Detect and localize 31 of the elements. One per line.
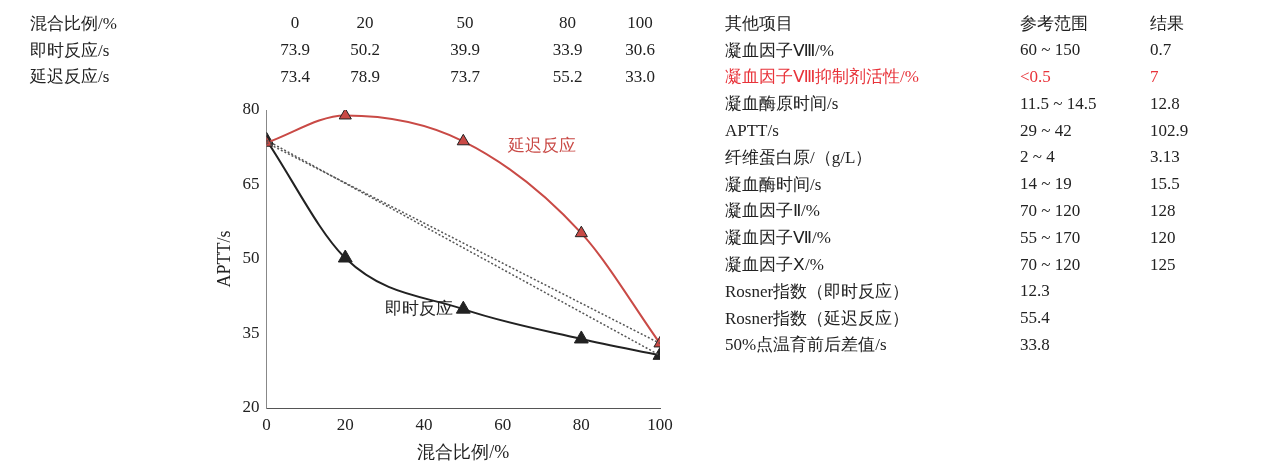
y-tick-label: 35 [242, 322, 260, 342]
x-tick-label: 20 [336, 414, 354, 434]
x-tick-label: 60 [494, 414, 512, 434]
text: APTT/s 29 ~ 42 102.9 [725, 120, 1189, 140]
text: 50%点温育前后差值/s 33.8 [725, 334, 1050, 355]
x-tick-label: 0 [262, 414, 271, 434]
text: 凝血酶原时间/s 11.5 ~ 14.5 12.8 [725, 93, 1180, 114]
y-tick-label: 20 [242, 397, 260, 417]
y-tick-label: 50 [242, 248, 260, 268]
y-axis-title: APTT/s [213, 230, 234, 288]
y-tick-label: 80 [242, 99, 260, 119]
x-axis-title: 混合比例/% [417, 441, 510, 462]
text: 即时反应/s 73.9 50.2 39.9 33.9 30.6 [30, 40, 655, 60]
x-tick-label: 40 [415, 414, 433, 434]
text: 凝血因子Ⅷ/% 60 ~ 150 0.7 [725, 40, 1172, 60]
text: 凝血因子Ⅱ/% 70 ~ 120 128 [725, 200, 1176, 221]
text: 凝血因子Ⅷ抑制剂活性/% <0.5 7 [725, 66, 1159, 87]
series-label: 即时反应 [385, 298, 454, 318]
text: 其他项目 参考范围 结果 [725, 13, 1184, 33]
text: 凝血因子Ⅹ/% 70 ~ 120 125 [725, 254, 1176, 275]
text: 混合比例/% 0 20 50 80 100 [30, 13, 653, 33]
x-tick-label: 100 [647, 414, 673, 434]
text: 凝血酶时间/s 14 ~ 19 15.5 [725, 174, 1180, 194]
text: 纤维蛋白原/（g/L） 2 ~ 4 3.13 [725, 147, 1180, 167]
x-tick-label: 80 [572, 414, 590, 434]
y-tick-label: 65 [242, 173, 260, 193]
text: 延迟反应/s 73.4 78.9 73.7 55.2 33.0 [30, 66, 655, 87]
series-label: 延迟反应 [507, 135, 577, 155]
text: Rosner指数（延迟反应） 55.4 [725, 308, 1050, 328]
text: 凝血因子Ⅶ/% 55 ~ 170 120 [725, 227, 1176, 248]
text: Rosner指数（即时反应） 12.3 [725, 281, 1050, 301]
